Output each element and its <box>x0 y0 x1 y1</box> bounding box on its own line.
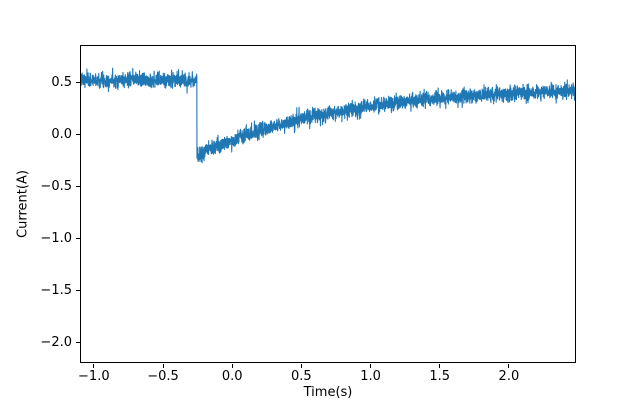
x-tick <box>508 363 510 368</box>
x-tick-label: 1.5 <box>429 368 451 384</box>
y-tick <box>76 133 80 135</box>
plot-frame <box>80 45 576 363</box>
x-tick <box>439 363 441 368</box>
x-tick <box>93 363 95 368</box>
x-tick <box>300 363 302 368</box>
x-tick <box>231 363 233 368</box>
y-tick-label: −2.0 <box>40 334 72 350</box>
y-tick <box>76 185 80 187</box>
y-tick-label: −0.5 <box>40 178 72 194</box>
y-tick-label: 0.5 <box>51 74 72 90</box>
x-tick-label: 2.0 <box>498 368 520 384</box>
y-tick-label: −1.5 <box>40 282 72 298</box>
y-tick <box>76 341 80 343</box>
x-tick-label: 0.0 <box>221 368 243 384</box>
x-tick-label: 0.5 <box>291 368 312 384</box>
y-tick-label: −1.0 <box>40 230 72 246</box>
y-tick <box>76 81 80 83</box>
x-tick <box>370 363 372 368</box>
y-tick <box>76 237 80 239</box>
current-trace-line <box>81 46 575 362</box>
x-axis-label: Time(s) <box>303 385 353 400</box>
y-axis-label: Current(A) <box>15 170 31 238</box>
x-tick-label: 1.0 <box>360 368 381 384</box>
y-tick <box>76 289 80 291</box>
x-tick-label: −1.0 <box>78 368 110 384</box>
x-tick <box>162 363 164 368</box>
y-tick-label: 0.0 <box>51 126 72 142</box>
x-tick-label: −0.5 <box>147 368 179 384</box>
